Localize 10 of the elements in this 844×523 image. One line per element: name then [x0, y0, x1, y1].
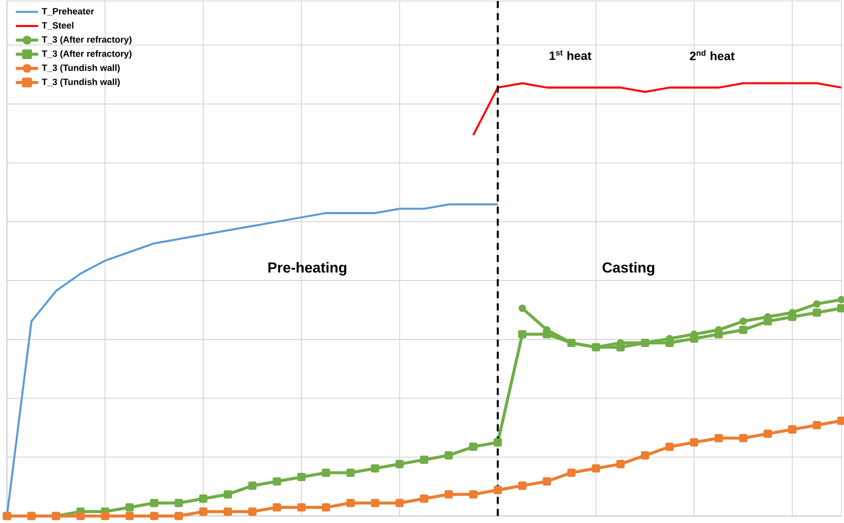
legend-label: T_3 (After refractory) — [42, 50, 132, 59]
text: 1$^{st}$ heat — [550, 50, 592, 60]
annotation: Casting — [602, 262, 654, 276]
legend-label: T_3 (Tundish wall) — [42, 78, 120, 87]
legend-label: T_3 (After refractory) — [42, 36, 132, 45]
legend-label: T_3 (Tundish wall) — [42, 64, 120, 73]
legend-label: T_Steel — [42, 22, 74, 30]
text: 2$^{nd}$ heat — [690, 50, 735, 60]
legend-label: T_Preheater — [42, 8, 94, 16]
annotation: Pre-heating — [268, 262, 346, 276]
